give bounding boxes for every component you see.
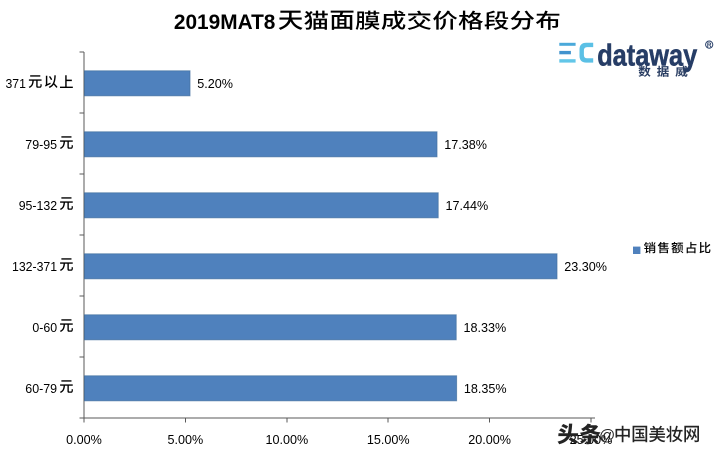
- svg-text:5.00%: 5.00%: [168, 433, 204, 447]
- svg-text:18.33%: 18.33%: [464, 321, 507, 335]
- svg-text:@: @: [599, 428, 615, 445]
- svg-text:0-60: 0-60: [32, 320, 57, 335]
- svg-text:20.00%: 20.00%: [468, 433, 511, 447]
- svg-text:17.44%: 17.44%: [446, 199, 489, 213]
- svg-text:18.35%: 18.35%: [464, 382, 507, 396]
- svg-text:23.30%: 23.30%: [564, 260, 607, 274]
- svg-text:15.00%: 15.00%: [367, 433, 410, 447]
- svg-text:5.20%: 5.20%: [197, 77, 233, 91]
- svg-text:10.00%: 10.00%: [265, 433, 308, 447]
- svg-text:0.00%: 0.00%: [66, 433, 102, 447]
- svg-text:17.38%: 17.38%: [444, 138, 487, 152]
- svg-text:R: R: [707, 42, 712, 49]
- svg-text:2019MAT8: 2019MAT8: [174, 11, 276, 34]
- svg-text:dataway: dataway: [597, 37, 698, 72]
- svg-text:79-95: 79-95: [25, 137, 57, 152]
- svg-text:371: 371: [6, 76, 26, 91]
- svg-text:60-79: 60-79: [25, 381, 57, 396]
- svg-text:132-371: 132-371: [12, 259, 57, 274]
- svg-text:95-132: 95-132: [19, 198, 57, 213]
